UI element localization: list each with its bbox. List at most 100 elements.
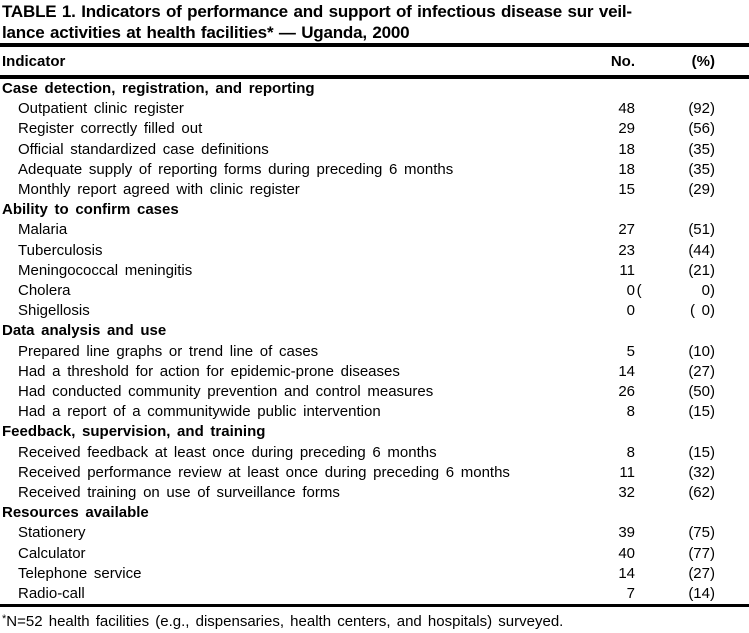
row-label: Meningococcal meningitis bbox=[18, 261, 193, 279]
column-header-pct: (%) bbox=[691, 52, 715, 70]
table-row: Received training on use of surveillance… bbox=[0, 483, 749, 503]
table-row: Outpatient clinic register 48 (92) bbox=[0, 99, 749, 119]
row-label: Outpatient clinic register bbox=[18, 100, 184, 118]
row-label: Official standardized case definitions bbox=[18, 140, 269, 158]
row-no: 39 bbox=[618, 524, 635, 542]
row-no: 18 bbox=[618, 140, 635, 158]
table-row: Meningococcal meningitis 11 (21) bbox=[0, 261, 749, 281]
row-no: 11 bbox=[619, 463, 635, 481]
row-pct: (10) bbox=[688, 342, 715, 360]
column-header-no: No. bbox=[610, 52, 635, 70]
row-no: 18 bbox=[618, 160, 635, 178]
row-pct bbox=[635, 422, 715, 442]
table-row: Received performance review at least onc… bbox=[0, 463, 749, 483]
row-no: 8 bbox=[626, 443, 635, 461]
row-no: 0 bbox=[626, 282, 635, 300]
row-no: 48 bbox=[618, 100, 635, 118]
table-body: Case detection, registration, and report… bbox=[0, 79, 749, 604]
row-no: 14 bbox=[618, 362, 635, 380]
row-pct: (15) bbox=[688, 443, 715, 461]
row-no: 14 bbox=[618, 564, 635, 582]
row-no: 29 bbox=[618, 120, 635, 138]
row-no bbox=[589, 422, 635, 442]
row-no bbox=[589, 503, 635, 523]
row-label: Resources available bbox=[2, 504, 149, 522]
row-no bbox=[589, 321, 635, 341]
row-no: 0 bbox=[626, 302, 635, 320]
table-row: Tuberculosis 23 (44) bbox=[0, 241, 749, 261]
row-pct: (56) bbox=[688, 120, 715, 138]
row-label: Register correctly filled out bbox=[18, 120, 203, 138]
table-row: Feedback, supervision, and training bbox=[0, 422, 749, 442]
row-pct: (32) bbox=[688, 463, 715, 481]
row-pct: (77) bbox=[688, 544, 715, 562]
table-title: TABLE 1. Indicators of performance and s… bbox=[0, 0, 749, 43]
table-row: Official standardized case definitions 1… bbox=[0, 140, 749, 160]
row-label: Feedback, supervision, and training bbox=[2, 423, 266, 441]
row-label: Tuberculosis bbox=[18, 241, 103, 259]
row-pct: (44) bbox=[688, 241, 715, 259]
row-label: Malaria bbox=[18, 221, 68, 239]
row-label: Stationery bbox=[18, 524, 86, 542]
row-pct bbox=[635, 503, 715, 523]
row-no: 32 bbox=[618, 484, 635, 502]
row-pct: ( 0) bbox=[636, 282, 715, 300]
row-label: Calculator bbox=[18, 544, 86, 562]
table-title-line2: lance activities at health facilities* —… bbox=[2, 23, 410, 42]
row-label: Ability to confirm cases bbox=[2, 201, 179, 219]
row-pct: (50) bbox=[688, 383, 715, 401]
title-divider bbox=[0, 43, 749, 47]
table-row: Ability to confirm cases bbox=[0, 200, 749, 220]
row-pct: (51) bbox=[688, 221, 715, 239]
row-pct: (62) bbox=[688, 484, 715, 502]
row-pct bbox=[635, 321, 715, 341]
table-row: Had conducted community prevention and c… bbox=[0, 382, 749, 402]
column-header-row: Indicator No. (%) bbox=[0, 47, 749, 75]
row-label: Data analysis and use bbox=[2, 322, 167, 340]
row-pct bbox=[635, 79, 715, 99]
column-header-indicator: Indicator bbox=[2, 52, 66, 70]
row-label: Cholera bbox=[18, 282, 71, 300]
table-footnote: *N=52 health facilities (e.g., dispensar… bbox=[0, 607, 749, 631]
table-row: Malaria 27 (51) bbox=[0, 220, 749, 240]
row-pct: (27) bbox=[688, 362, 715, 380]
row-no bbox=[589, 200, 635, 220]
row-label: Adequate supply of reporting forms durin… bbox=[18, 160, 454, 178]
row-no: 23 bbox=[618, 241, 635, 259]
row-label: Prepared line graphs or trend line of ca… bbox=[18, 342, 319, 360]
row-pct: (92) bbox=[688, 100, 715, 118]
table-row: Cholera 0 ( 0) bbox=[0, 281, 749, 301]
row-label: Received feedback at least once during p… bbox=[18, 443, 437, 461]
row-no: 26 bbox=[618, 383, 635, 401]
table-row: Prepared line graphs or trend line of ca… bbox=[0, 342, 749, 362]
row-no: 7 bbox=[626, 585, 635, 603]
table-row: Stationery 39 (75) bbox=[0, 523, 749, 543]
table-row: Had a report of a communitywide public i… bbox=[0, 402, 749, 422]
row-label: Monthly report agreed with clinic regist… bbox=[18, 181, 300, 199]
row-label: Received performance review at least onc… bbox=[18, 463, 510, 481]
table-row: Received feedback at least once during p… bbox=[0, 443, 749, 463]
table-row: Adequate supply of reporting forms durin… bbox=[0, 160, 749, 180]
row-no: 40 bbox=[618, 544, 635, 562]
table-row: Monthly report agreed with clinic regist… bbox=[0, 180, 749, 200]
row-no: 27 bbox=[618, 221, 635, 239]
header-divider bbox=[0, 75, 749, 79]
row-no: 8 bbox=[626, 403, 635, 421]
table-bottom-divider bbox=[0, 604, 749, 608]
table-row: Shigellosis 0 ( 0) bbox=[0, 301, 749, 321]
row-no: 11 bbox=[619, 261, 635, 279]
footnote-marker: * bbox=[2, 613, 7, 626]
row-label: Had a threshold for action for epidemic-… bbox=[18, 362, 400, 380]
row-label: Received training on use of surveillance… bbox=[18, 484, 340, 502]
row-label: Case detection, registration, and report… bbox=[2, 80, 315, 97]
row-no: 5 bbox=[626, 342, 635, 360]
row-pct: (75) bbox=[688, 524, 715, 542]
row-pct: (27) bbox=[688, 564, 715, 582]
row-label: Shigellosis bbox=[18, 302, 90, 320]
row-no bbox=[589, 79, 635, 99]
table-row: Radio-call 7 (14) bbox=[0, 584, 749, 604]
row-pct: (35) bbox=[688, 140, 715, 158]
row-pct: (15) bbox=[688, 403, 715, 421]
table-row: Register correctly filled out 29 (56) bbox=[0, 119, 749, 139]
row-pct: (21) bbox=[688, 261, 715, 279]
